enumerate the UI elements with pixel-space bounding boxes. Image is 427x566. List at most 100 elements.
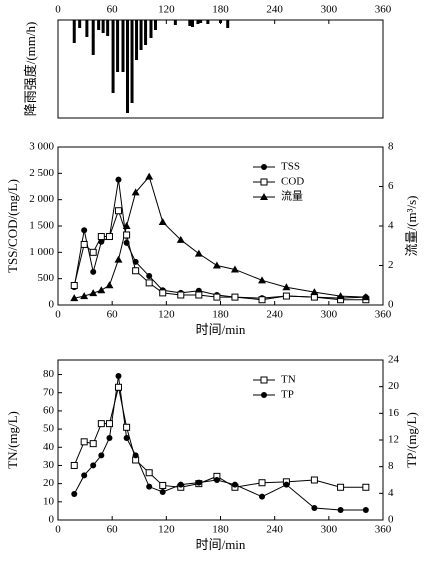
bar [130, 20, 134, 103]
marker [213, 293, 221, 301]
marker [90, 268, 97, 275]
marker [105, 281, 114, 289]
marker [230, 265, 239, 273]
y-tick-label: 60 [43, 404, 55, 416]
bar [97, 20, 101, 30]
bar [144, 20, 148, 45]
series-line [73, 375, 366, 511]
marker [258, 479, 266, 487]
x-tick-label: 120 [158, 309, 175, 321]
marker [70, 282, 78, 290]
marker [231, 481, 238, 488]
x-tick-label: 0 [55, 4, 61, 16]
marker [106, 435, 113, 441]
marker [122, 222, 131, 229]
marker [212, 261, 221, 269]
marker [159, 489, 166, 495]
marker [105, 420, 113, 428]
x-tick-label: 180 [212, 4, 229, 16]
y-tick-label: 30 [43, 459, 55, 471]
marker [282, 292, 290, 300]
marker [361, 293, 370, 301]
marker [362, 507, 369, 513]
y-tick-label: 2 000 [29, 193, 54, 205]
x-tick-label: 0 [55, 309, 61, 321]
x-tick-label: 0 [55, 524, 61, 536]
y2-axis-title: TP/(mg/L) [404, 412, 419, 468]
marker [145, 469, 153, 477]
y2-tick-label: 0 [388, 514, 394, 526]
marker [159, 289, 167, 297]
marker [258, 296, 266, 304]
marker [70, 461, 78, 469]
marker [80, 240, 88, 248]
x-tick-label: 300 [321, 524, 338, 536]
x-tick-label: 120 [158, 4, 175, 16]
marker [146, 483, 153, 490]
x-tick-label: 60 [107, 4, 119, 16]
legend-label: TSS [281, 161, 300, 173]
y-tick-label: 10 [43, 495, 55, 507]
marker [260, 193, 268, 200]
marker [362, 483, 370, 491]
marker [132, 258, 139, 265]
x-tick-label: 60 [107, 524, 119, 536]
marker [80, 438, 88, 446]
y2-tick-label: 8 [388, 460, 394, 472]
marker [145, 172, 154, 180]
marker [259, 493, 266, 500]
marker [89, 289, 98, 297]
marker [261, 392, 267, 398]
y-tick-label: 500 [38, 272, 55, 284]
marker [282, 283, 291, 291]
marker [145, 279, 153, 287]
x-tick-label: 300 [321, 4, 338, 16]
y-axis-title: 降雨强度/(mm/h) [23, 22, 38, 117]
bar [111, 20, 115, 93]
marker [336, 292, 345, 300]
x-tick-label: 300 [321, 309, 338, 321]
series-line [73, 179, 366, 299]
marker [337, 507, 344, 513]
marker [89, 248, 97, 256]
y-tick-label: 20 [43, 477, 55, 489]
marker [114, 383, 122, 391]
marker [158, 218, 167, 226]
marker [195, 291, 203, 299]
bar [226, 20, 230, 28]
y2-tick-label: 6 [388, 180, 394, 192]
marker [123, 435, 130, 441]
marker [258, 276, 267, 284]
plot-frame [57, 146, 384, 306]
x-tick-label: 180 [212, 309, 229, 321]
bar [154, 20, 157, 30]
marker [81, 227, 88, 234]
bar [135, 20, 139, 60]
x-tick-label: 240 [266, 524, 283, 536]
y-tick-label: 50 [43, 423, 55, 435]
bar [173, 20, 177, 25]
bar [149, 20, 153, 38]
x-axis-title: 时间/min [196, 322, 246, 337]
y2-tick-label: 24 [388, 354, 400, 366]
marker [81, 472, 88, 479]
bar [121, 20, 125, 72]
marker [80, 292, 89, 300]
marker [132, 452, 139, 459]
bar [72, 20, 76, 43]
bar [106, 20, 110, 36]
bar [191, 20, 195, 27]
bar [139, 20, 143, 50]
bar [101, 20, 105, 33]
bar [91, 20, 95, 55]
y2-tick-label: 0 [388, 299, 394, 311]
marker [114, 255, 123, 263]
y-tick-label: 1 500 [29, 220, 54, 232]
y-tick-label: 2 500 [29, 167, 54, 179]
y-tick-label: 1 000 [29, 246, 54, 258]
bar [78, 20, 82, 28]
marker [177, 291, 185, 299]
y-tick-label: 0 [49, 514, 55, 526]
marker [337, 483, 345, 491]
